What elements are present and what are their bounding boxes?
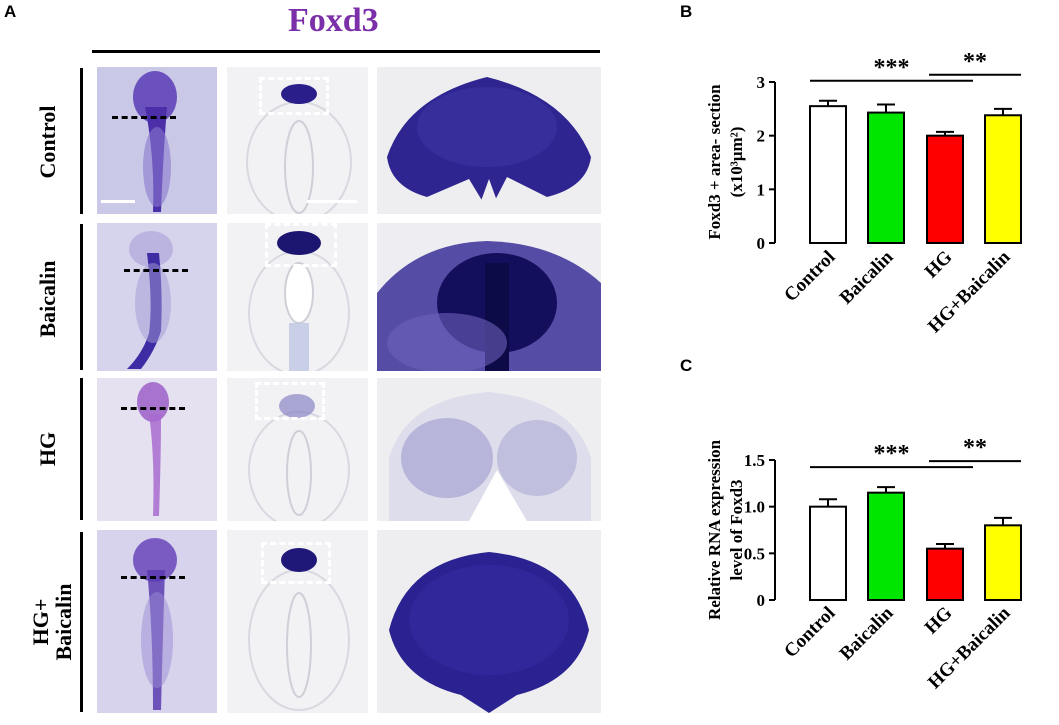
chart-b-bar: [984, 114, 1022, 244]
row-bar-hg: [80, 378, 83, 520]
embryo-shape-hg: [137, 382, 169, 516]
chart-b-bar: [809, 105, 847, 245]
section-image-hg-baicalin: [227, 530, 368, 713]
chart-b-y-tick-label: 0: [757, 234, 766, 253]
zoom-image-baicalin: [377, 223, 601, 371]
chart-b-x-tick-label: Baicalin: [836, 246, 898, 308]
chart-c-y-tick-label: 0.5: [744, 544, 765, 563]
zoom-image-control: [377, 67, 601, 214]
embryo-image-hg-baicalin: [97, 530, 217, 713]
panel-a-title: Foxd3: [288, 2, 379, 39]
section-shape-baicalin: [248, 231, 350, 371]
row-bar-hg-baicalin: [80, 532, 83, 712]
zoom-box-control: [259, 77, 329, 115]
panel-a-letter: A: [4, 2, 17, 21]
embryo-shape-hg-baicalin: [133, 538, 177, 710]
section-image-baicalin: [227, 223, 368, 371]
chart-c-y-tick-label: 1.0: [744, 498, 765, 517]
section-shape-hg-baicalin: [248, 548, 350, 711]
zoom-shape-hg: [389, 392, 591, 521]
section-shape-hg: [248, 394, 350, 521]
row-bar-baicalin: [80, 224, 83, 370]
row-bar-control: [80, 68, 83, 214]
scale-bar-section: [307, 200, 357, 203]
chart-b-y-label: Foxd3 + area- section: [705, 84, 724, 240]
chart-c-x-tick-label: Control: [780, 603, 839, 662]
chart-b-y-tick-label: 2: [757, 127, 766, 146]
chart-c-bar: [809, 505, 847, 601]
section-line-hg-baicalin: [121, 576, 185, 579]
zoom-shape-hg-baicalin: [389, 552, 589, 713]
chart-b-y-tick-label: 1: [757, 180, 766, 199]
chart-c-y-tick-label: 1.5: [744, 451, 765, 470]
section-image-control: [227, 67, 368, 214]
chart-b-sig-label: **: [963, 49, 987, 75]
zoom-box-baicalin: [265, 223, 337, 267]
chart-b-x-tick-label: HG: [921, 247, 957, 283]
panel-a-title-rule: [92, 50, 600, 53]
chart-c-sig-label: **: [963, 435, 987, 461]
chart-b-bar: [926, 134, 964, 245]
embryo-shape-control: [133, 71, 177, 212]
chart-b-bar: [867, 111, 905, 244]
zoom-box-hg: [255, 382, 325, 420]
section-shape-control: [246, 84, 352, 214]
chart-b-y-label: (x10³μm²): [727, 127, 746, 198]
chart-c-y-tick-label: 0: [757, 591, 766, 610]
section-line-baicalin: [124, 269, 188, 272]
chart-c-x-tick-label: HG: [921, 603, 957, 639]
zoom-image-hg-baicalin: [377, 530, 601, 713]
chart-c-bar: [867, 491, 905, 601]
embryo-image-baicalin: [97, 223, 217, 371]
section-line-control: [112, 116, 176, 119]
chart-c-x-tick-label: Baicalin: [836, 602, 898, 664]
panel-b-letter: B: [680, 2, 693, 21]
chart-c-bar: [984, 524, 1022, 601]
chart-c-bar: [926, 547, 964, 602]
zoom-image-hg: [377, 378, 601, 521]
chart-b-y-tick-label: 3: [757, 73, 766, 92]
embryo-image-hg: [97, 378, 217, 521]
zoom-shape-baicalin: [377, 241, 601, 371]
section-line-hg: [121, 407, 185, 410]
chart-b-sig-label: ***: [874, 55, 910, 81]
embryo-image-control: [97, 67, 217, 214]
zoom-shape-control: [387, 77, 591, 212]
chart-b-x-tick-label: Control: [780, 247, 839, 306]
zoom-box-hg-baicalin: [261, 542, 331, 584]
chart-c-y-label: Relative RNA expression: [705, 439, 724, 620]
section-image-hg: [227, 378, 368, 521]
chart-c-y-label: level of Foxd3: [727, 479, 746, 580]
scale-bar-embryo: [101, 200, 135, 203]
chart-c-sig-label: ***: [874, 441, 910, 467]
embryo-shape-baicalin: [127, 231, 173, 369]
panel-c-letter: C: [680, 356, 693, 375]
